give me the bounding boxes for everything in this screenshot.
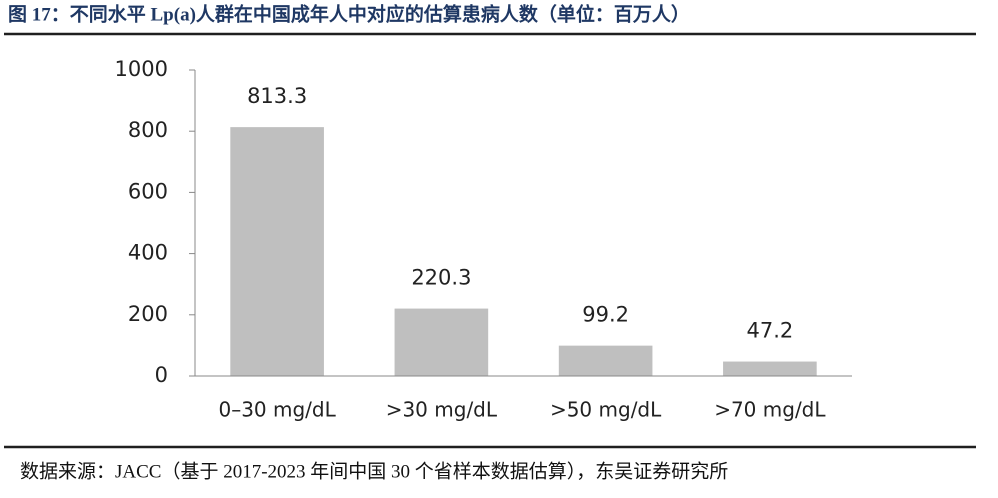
value-label: 99.2 [582,303,629,327]
bar [723,361,817,376]
x-tick-label: 0–30 mg/dL [218,398,336,422]
bar [230,127,324,376]
y-tick-label: 800 [128,118,168,142]
y-tick-label: 1000 [115,57,168,81]
value-label: 813.3 [247,84,307,108]
chart-title: 图 17：不同水平 Lp(a)人群在中国成年人中对应的估算患病人数（单位：百万人… [8,2,690,25]
x-tick-label: >30 mg/dL [386,398,498,422]
value-label: 47.2 [746,319,793,343]
y-tick-label: 600 [128,179,168,203]
x-tick-label: >50 mg/dL [550,398,662,422]
bar [558,345,653,376]
y-tick-label: 0 [155,363,168,387]
y-tick-label: 400 [128,241,168,265]
source-note: 数据来源：JACC（基于 2017-2023 年间中国 30 个省样本数据估算）… [20,460,728,482]
value-label: 220.3 [411,266,471,290]
y-tick-label: 200 [128,302,168,326]
bar [394,308,489,376]
x-tick-label: >70 mg/dL [714,398,826,422]
